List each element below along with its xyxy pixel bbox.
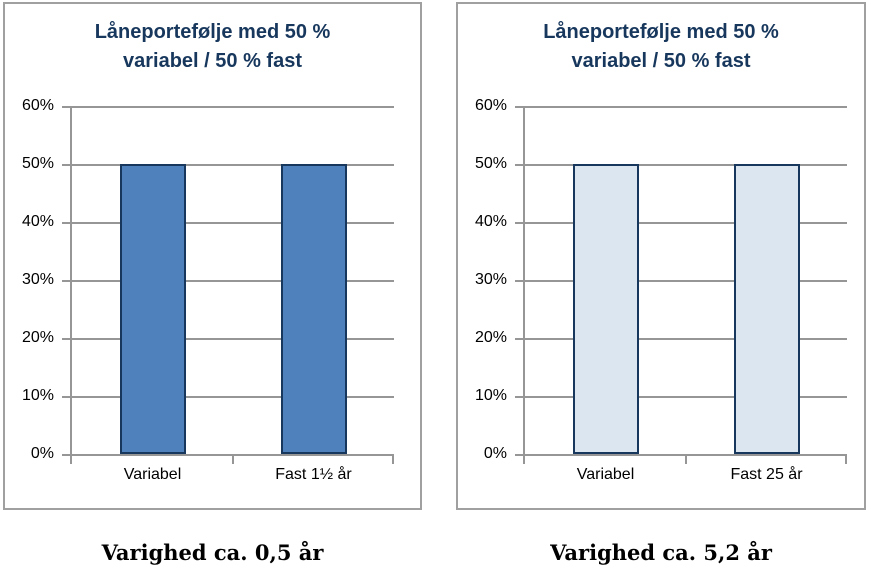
chart-title-line: Låneportefølje med 50 % [94, 21, 331, 43]
y-tick-mark [62, 454, 70, 456]
chart-right: Låneportefølje med 50 % variabel / 50 % … [456, 2, 866, 510]
y-tick-label: 60% [474, 97, 507, 114]
y-tick-mark [515, 280, 523, 282]
x-tick-mark [523, 456, 525, 464]
y-tick-mark [515, 222, 523, 224]
gridline [72, 106, 394, 108]
gridline [72, 338, 394, 340]
category-label: Variabel [123, 466, 182, 483]
y-tick-label: 10% [21, 387, 54, 404]
y-axis: 0% 10% 20% 30% 40% 50% 60% [458, 97, 523, 462]
plot-area [70, 106, 394, 464]
y-tick-label: 30% [474, 271, 507, 288]
chart-title-line: variabel / 50 % fast [123, 50, 302, 72]
category-label: Variabel [576, 466, 635, 483]
x-tick-mark [392, 456, 394, 464]
plot-area [523, 106, 847, 464]
y-tick-label: 0% [483, 445, 507, 462]
y-tick-mark [515, 338, 523, 340]
y-tick-mark [515, 164, 523, 166]
gridline [72, 164, 394, 166]
y-tick-label: 60% [21, 97, 54, 114]
y-tick-mark [62, 280, 70, 282]
y-tick-label: 40% [21, 213, 54, 230]
bar [572, 164, 639, 454]
y-tick-label: 20% [474, 329, 507, 346]
y-tick-mark [62, 338, 70, 340]
gridline [72, 280, 394, 282]
y-tick-label: 50% [474, 155, 507, 172]
x-axis-labels: Variabel Fast 25 år [525, 466, 847, 484]
gridline [72, 222, 394, 224]
y-tick-label: 20% [21, 329, 54, 346]
y-tick-label: 40% [474, 213, 507, 230]
x-tick-mark [70, 456, 72, 464]
gridline [525, 396, 847, 398]
gridline [72, 396, 394, 398]
y-tick-label: 10% [474, 387, 507, 404]
y-tick-label: 50% [21, 155, 54, 172]
chart-title: Låneportefølje med 50 % variabel / 50 % … [5, 18, 420, 76]
gridline [525, 338, 847, 340]
chart-left: Låneportefølje med 50 % variabel / 50 % … [3, 2, 422, 510]
y-tick-label: 0% [30, 445, 54, 462]
category-label: Fast 25 år [730, 466, 803, 483]
y-axis: 0% 10% 20% 30% 40% 50% 60% [5, 97, 70, 462]
x-tick-mark [845, 456, 847, 464]
y-tick-mark [62, 164, 70, 166]
x-axis-labels: Variabel Fast 1½ år [72, 466, 394, 484]
bar [119, 164, 186, 454]
gridline [525, 164, 847, 166]
y-tick-mark [62, 106, 70, 108]
caption-left: Varighed ca. 0,5 år [101, 540, 324, 565]
x-tick-mark [232, 456, 234, 464]
chart-title: Låneportefølje med 50 % variabel / 50 % … [458, 18, 864, 76]
gridline [525, 280, 847, 282]
gridline [525, 222, 847, 224]
y-tick-mark [62, 222, 70, 224]
category-label: Fast 1½ år [275, 466, 352, 483]
y-tick-mark [515, 106, 523, 108]
chart-title-line: Låneportefølje med 50 % [543, 21, 779, 43]
bar [733, 164, 800, 454]
y-tick-mark [62, 396, 70, 398]
bar [280, 164, 347, 454]
chart-title-line: variabel / 50 % fast [571, 50, 751, 72]
caption-right: Varighed ca. 5,2 år [550, 540, 772, 565]
y-tick-mark [515, 454, 523, 456]
y-tick-mark [515, 396, 523, 398]
x-tick-mark [685, 456, 687, 464]
y-tick-label: 30% [21, 271, 54, 288]
gridline [525, 106, 847, 108]
